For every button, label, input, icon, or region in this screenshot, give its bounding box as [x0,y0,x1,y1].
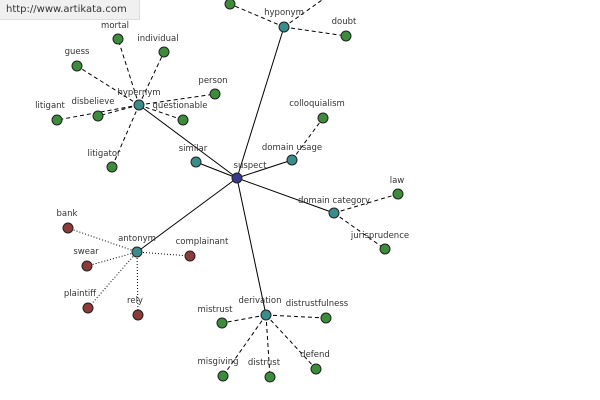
edge [87,251,138,309]
node [92,110,104,122]
edge [265,314,317,370]
node-label: questionable [153,101,208,111]
node-label: misgiving [197,357,238,367]
nodes: suspect hyponym hypernym similar domain usag… [35,0,409,383]
node [51,114,63,126]
node-label: antonym [118,234,156,244]
node-label: disbelieve [71,97,114,107]
node-label: colloquialism [289,99,345,109]
node [71,60,83,72]
node [177,114,189,126]
edge [229,3,285,28]
node-label: mortal [101,21,129,31]
node-label: litigator [87,149,121,159]
edge [136,177,238,253]
node-label: rely [127,296,143,306]
node [260,309,272,321]
node [231,172,243,184]
edge [283,0,323,28]
node-label: defend [300,350,330,360]
node-label: plaintiff [64,289,97,299]
node [106,161,118,173]
node [310,363,322,375]
node [190,156,202,168]
edge [291,117,324,161]
node [217,370,229,382]
node-label: law [390,176,405,186]
edge [195,161,238,179]
node-label: complainant [176,237,229,247]
edge [236,26,285,179]
edge [138,104,238,179]
node [133,99,145,111]
node-label: bank [57,209,78,219]
node-label: domain usage [262,143,322,153]
node [328,207,340,219]
node-label: person [198,76,227,86]
node-label: hyponym [264,8,304,18]
node-label: domain category [298,196,370,206]
edge [283,26,347,37]
node [62,222,74,234]
edge [236,177,267,316]
node [184,250,196,262]
edge [222,314,267,377]
node-label: swear [73,247,99,257]
node [131,246,143,258]
edge [97,104,140,117]
edge [221,314,267,324]
node [317,112,329,124]
node-label: distrustfulness [286,299,349,309]
edge [236,177,335,214]
node [379,243,391,255]
edge [138,51,165,106]
node-label: derivation [238,296,281,306]
edge [138,104,184,121]
node-label: hypernym [117,88,160,98]
edge [138,93,216,106]
node [278,21,290,33]
node [320,312,332,324]
node [132,309,144,321]
node-label: suspect [234,161,268,171]
edge [265,314,327,319]
site-badge: http://www.artikata.com [0,0,140,20]
node-label: guess [65,47,90,57]
node [158,46,170,58]
edge [111,104,140,168]
node [264,371,276,383]
node [209,88,221,100]
edge [136,251,191,257]
edge [67,227,138,253]
edge [265,314,271,378]
node [82,302,94,314]
node [216,317,228,329]
edge [117,38,140,106]
edge [333,212,386,250]
edge [76,65,140,106]
node-label: mistrust [197,305,233,315]
node-label: individual [137,34,178,44]
node [81,260,93,272]
node-label: jurisprudence [350,231,409,241]
edges [56,0,399,378]
edge [236,159,293,179]
node [340,30,352,42]
node-label: doubt [332,17,357,27]
node [224,0,236,10]
node [286,154,298,166]
node [112,33,124,45]
node-label: similar [179,144,208,154]
node-label: litigant [35,101,65,111]
node [392,188,404,200]
node-label: distrust [248,358,281,368]
